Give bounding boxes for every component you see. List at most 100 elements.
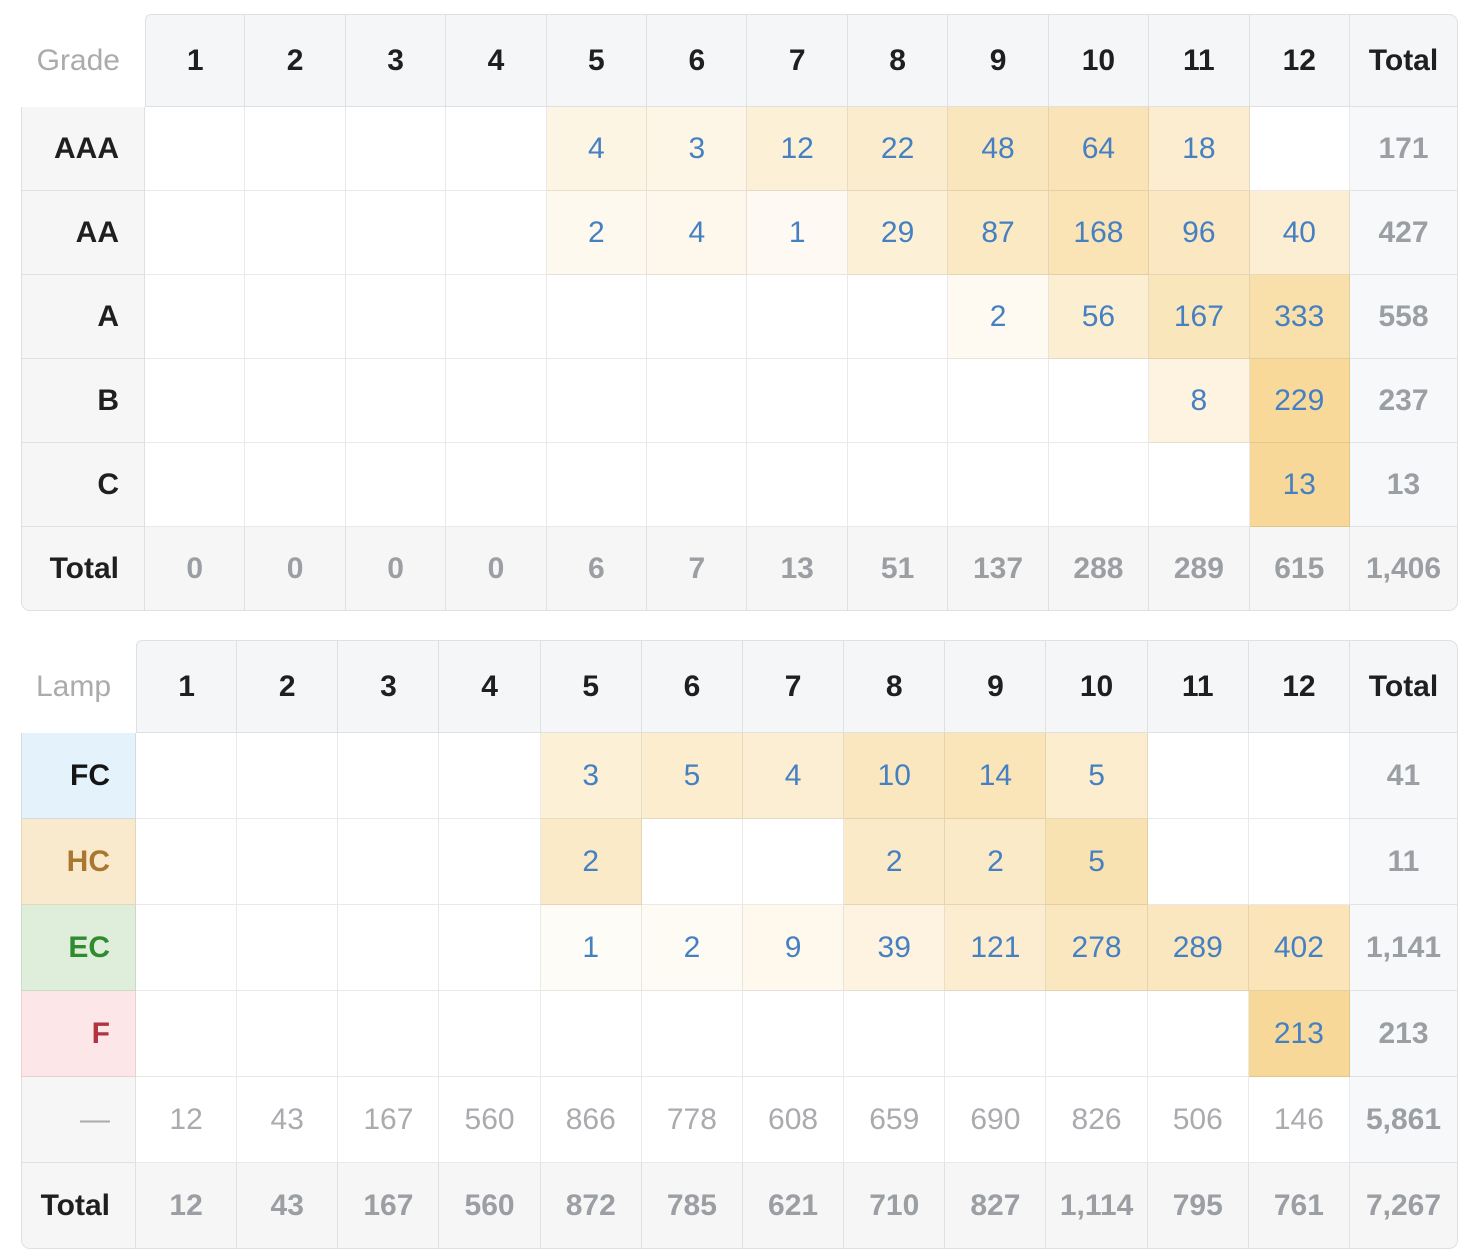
data-cell <box>439 733 541 819</box>
data-cell <box>345 443 447 527</box>
column-header-12: 12 <box>1248 640 1350 733</box>
data-cell <box>145 359 246 443</box>
data-cell: 10 <box>844 733 946 819</box>
column-header-5: 5 <box>546 14 648 107</box>
data-cell <box>1147 991 1249 1077</box>
data-cell <box>446 359 547 443</box>
data-cell <box>245 443 346 527</box>
data-cell <box>245 359 346 443</box>
data-cell: 2 <box>948 275 1049 359</box>
data-cell: 12 <box>136 1077 238 1163</box>
column-header-9: 9 <box>948 14 1049 107</box>
column-total-cell: 7 <box>647 527 748 611</box>
data-cell: 659 <box>844 1077 946 1163</box>
data-cell <box>245 191 346 275</box>
column-header-11: 11 <box>1147 640 1249 733</box>
data-cell <box>647 359 748 443</box>
data-cell: 64 <box>1048 107 1150 191</box>
data-cell <box>136 905 238 991</box>
column-total-cell: 6 <box>546 527 648 611</box>
column-header-3: 3 <box>345 14 447 107</box>
data-cell <box>1048 359 1150 443</box>
data-cell <box>647 275 748 359</box>
lamp-distribution-table: Lamp 1 2 3 4 5 6 7 8 9 10 11 12 Total FC 3 5 4 10 14 5 41 HC 2 2… <box>21 640 1458 1249</box>
data-cell: 96 <box>1149 191 1250 275</box>
data-cell <box>847 359 949 443</box>
data-cell <box>742 819 845 905</box>
data-cell <box>439 991 541 1077</box>
row-total-cell: 1,141 <box>1349 905 1458 991</box>
row-label-aaa: AAA <box>21 107 145 191</box>
data-cell: 2 <box>844 819 946 905</box>
column-header-2: 2 <box>237 640 339 733</box>
column-header-11: 11 <box>1149 14 1250 107</box>
column-header-1: 1 <box>145 14 246 107</box>
data-cell <box>540 991 642 1077</box>
data-cell: 22 <box>847 107 949 191</box>
row-total-cell: 41 <box>1349 733 1458 819</box>
data-cell <box>847 275 949 359</box>
data-cell: 1 <box>540 905 642 991</box>
column-total-cell: 288 <box>1048 527 1150 611</box>
column-header-7: 7 <box>747 14 848 107</box>
data-cell: 87 <box>948 191 1049 275</box>
row-label-b: B <box>21 359 145 443</box>
data-cell <box>546 443 648 527</box>
data-cell <box>338 733 440 819</box>
column-total-cell: 51 <box>847 527 949 611</box>
data-cell: 167 <box>1149 275 1250 359</box>
column-header-total: Total <box>1349 14 1458 107</box>
data-cell: 39 <box>844 905 946 991</box>
data-cell: 866 <box>540 1077 642 1163</box>
data-cell: 18 <box>1149 107 1250 191</box>
data-cell <box>446 443 547 527</box>
data-cell <box>747 443 848 527</box>
data-cell <box>136 733 238 819</box>
data-cell <box>345 191 447 275</box>
data-cell: 14 <box>945 733 1047 819</box>
data-cell: 56 <box>1048 275 1150 359</box>
column-total-cell: 560 <box>439 1163 541 1249</box>
data-cell <box>1147 819 1249 905</box>
row-label-a: A <box>21 275 145 359</box>
data-cell <box>1149 443 1250 527</box>
row-total-cell: 427 <box>1349 191 1458 275</box>
column-total-cell: 289 <box>1149 527 1250 611</box>
data-cell <box>647 443 748 527</box>
data-cell: 43 <box>237 1077 339 1163</box>
data-cell: 5 <box>1046 819 1148 905</box>
column-header-10: 10 <box>1048 14 1150 107</box>
column-header-12: 12 <box>1249 14 1350 107</box>
column-total-cell: 0 <box>345 527 447 611</box>
data-cell: 402 <box>1248 905 1350 991</box>
data-cell: 213 <box>1248 991 1350 1077</box>
data-cell <box>439 819 541 905</box>
column-total-cell: 167 <box>338 1163 440 1249</box>
data-cell: 167 <box>338 1077 440 1163</box>
column-total-cell: 13 <box>747 527 848 611</box>
data-cell: 2 <box>945 819 1047 905</box>
row-label-f: F <box>21 991 136 1077</box>
data-cell: 8 <box>1149 359 1250 443</box>
data-cell: 4 <box>742 733 845 819</box>
column-header-3: 3 <box>338 640 440 733</box>
data-cell: 826 <box>1046 1077 1148 1163</box>
column-total-cell: 0 <box>245 527 346 611</box>
data-cell: 29 <box>847 191 949 275</box>
data-cell <box>546 275 648 359</box>
data-cell: 12 <box>747 107 848 191</box>
column-header-4: 4 <box>439 640 541 733</box>
data-cell <box>145 191 246 275</box>
data-cell <box>446 191 547 275</box>
data-cell: 121 <box>945 905 1047 991</box>
row-label-hc: HC <box>21 819 136 905</box>
column-header-4: 4 <box>446 14 547 107</box>
row-total-cell: 558 <box>1349 275 1458 359</box>
data-cell: 13 <box>1249 443 1350 527</box>
data-cell <box>237 819 339 905</box>
data-cell <box>948 359 1049 443</box>
column-header-7: 7 <box>742 640 845 733</box>
data-cell <box>345 275 447 359</box>
data-cell <box>747 359 848 443</box>
